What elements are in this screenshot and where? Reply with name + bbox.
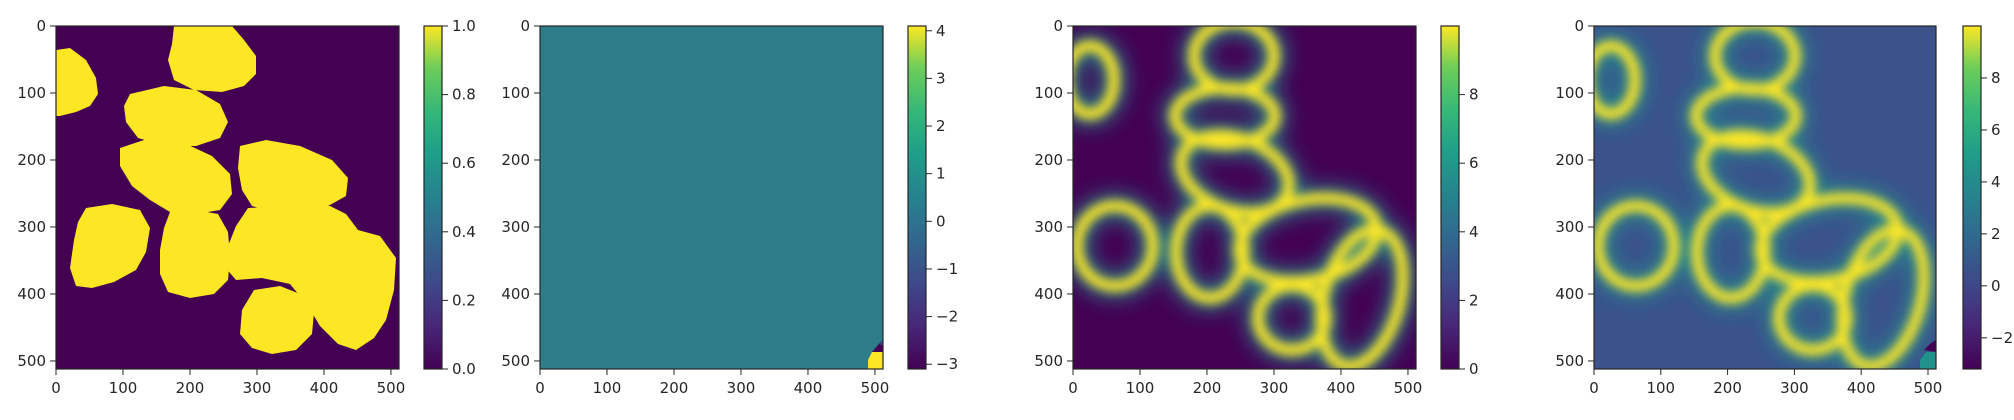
colorbar-tick-label: 4 (936, 22, 946, 40)
y-tick-label: 300 (17, 218, 46, 236)
colorbar-gradient (1440, 25, 1460, 370)
y-tick-label: 400 (1034, 285, 1063, 303)
colorbar-tick-label: 0 (936, 212, 946, 230)
panel-2-image (540, 26, 883, 369)
colorbar-tick-label: 0.0 (452, 360, 476, 378)
x-tick-label: 200 (1193, 379, 1222, 397)
colorbar-gradient (423, 25, 443, 370)
x-tick-label: 300 (727, 379, 756, 397)
y-tick-label: 100 (17, 84, 46, 102)
y-tick-label: 500 (1555, 352, 1584, 370)
x-tick-label: 0 (1068, 379, 1078, 397)
colorbar-tick-label: −2 (936, 308, 958, 326)
x-tick-label: 500 (377, 379, 406, 397)
y-tick-label: 0 (36, 17, 46, 35)
panel-3-image (1073, 26, 1416, 369)
colorbar-gradient (907, 25, 927, 370)
x-tick-label: 100 (593, 379, 622, 397)
colorbar-tick-label: 6 (1469, 154, 1479, 172)
y-tick-label: 500 (1034, 352, 1063, 370)
panel-1-axes: 0 100 200 300 400 500 0 100 200 300 400 500 (17, 17, 405, 397)
colorbar-2: 4 3 2 1 0 −1 −2 −3 (907, 22, 958, 373)
panel-4-axes: 0 100 200 300 400 500 0 100 200 300 400 500 (1555, 17, 1942, 397)
x-tick-label: 500 (1914, 379, 1943, 397)
x-tick-label: 0 (51, 379, 61, 397)
x-tick-label: 100 (1126, 379, 1155, 397)
x-tick-label: 500 (861, 379, 890, 397)
panel-1-image (56, 26, 399, 369)
y-tick-label: 200 (1034, 151, 1063, 169)
y-tick-label: 400 (17, 285, 46, 303)
x-tick-label: 100 (109, 379, 138, 397)
x-tick-label: 400 (1327, 379, 1356, 397)
x-tick-label: 300 (1260, 379, 1289, 397)
x-tick-label: 200 (660, 379, 689, 397)
y-tick-label: 400 (1555, 285, 1584, 303)
colorbar-4: 8 6 4 2 0 −2 (1962, 25, 2013, 370)
colorbar-tick-label: 0.6 (452, 154, 476, 172)
colorbar-tick-label: 0.4 (452, 223, 476, 241)
plot-frame (1072, 25, 1417, 370)
plot-frame (539, 25, 884, 370)
colorbar-tick-label: −2 (1991, 329, 2013, 347)
colorbar-tick-label: 4 (1469, 223, 1479, 241)
colorbar-tick-label: 4 (1991, 173, 2001, 191)
colorbar-3: 8 6 4 2 0 (1440, 25, 1479, 378)
colorbar-tick-label: 1.0 (452, 17, 476, 35)
x-tick-label: 400 (310, 379, 339, 397)
x-tick-label: 500 (1394, 379, 1423, 397)
x-tick-label: 200 (176, 379, 205, 397)
y-tick-label: 200 (501, 151, 530, 169)
y-tick-label: 100 (1034, 84, 1063, 102)
x-tick-label: 400 (794, 379, 823, 397)
colorbar-tick-label: 3 (936, 69, 946, 87)
colorbar-tick-label: −3 (936, 355, 958, 373)
colorbar-gradient (1962, 25, 1982, 370)
plot-frame (55, 25, 400, 370)
y-tick-label: 0 (1574, 17, 1584, 35)
colorbar-tick-label: 0 (1991, 277, 2001, 295)
colorbar-1: 0.0 0.2 0.4 0.6 0.8 1.0 (423, 17, 476, 378)
colorbar-tick-label: 2 (936, 117, 946, 135)
plot-frame (1593, 25, 1937, 370)
y-tick-label: 200 (1555, 151, 1584, 169)
y-tick-label: 0 (1053, 17, 1063, 35)
colorbar-tick-label: 6 (1991, 121, 2001, 139)
colorbar-tick-label: 1 (936, 165, 946, 183)
colorbar-tick-label: 8 (1469, 86, 1479, 104)
x-tick-label: 100 (1646, 379, 1675, 397)
panel-4-image (1594, 26, 1936, 369)
colorbar-tick-label: 2 (1991, 225, 2001, 243)
y-tick-label: 100 (1555, 84, 1584, 102)
y-tick-label: 200 (17, 151, 46, 169)
y-tick-label: 400 (501, 285, 530, 303)
y-tick-label: 100 (501, 84, 530, 102)
colorbar-tick-label: 0.2 (452, 291, 476, 309)
panel-2-axes: 0 100 200 300 400 500 0 100 200 300 400 500 (501, 17, 889, 397)
colorbar-tick-label: 0 (1469, 360, 1479, 378)
colorbar-tick-label: −1 (936, 260, 958, 278)
x-tick-label: 0 (535, 379, 545, 397)
y-tick-label: 300 (1034, 218, 1063, 236)
x-tick-label: 400 (1847, 379, 1876, 397)
x-tick-label: 0 (1589, 379, 1599, 397)
colorbar-tick-label: 2 (1469, 291, 1479, 309)
x-tick-label: 300 (243, 379, 272, 397)
x-tick-label: 200 (1713, 379, 1742, 397)
y-tick-label: 0 (520, 17, 530, 35)
y-tick-label: 500 (17, 352, 46, 370)
colorbar-tick-label: 0.8 (452, 86, 476, 104)
y-tick-label: 500 (501, 352, 530, 370)
colorbar-tick-label: 8 (1991, 69, 2001, 87)
x-tick-label: 300 (1780, 379, 1809, 397)
y-tick-label: 300 (501, 218, 530, 236)
y-tick-label: 300 (1555, 218, 1584, 236)
panel-3-axes: 0 100 200 300 400 500 0 100 200 300 400 500 (1034, 17, 1422, 397)
